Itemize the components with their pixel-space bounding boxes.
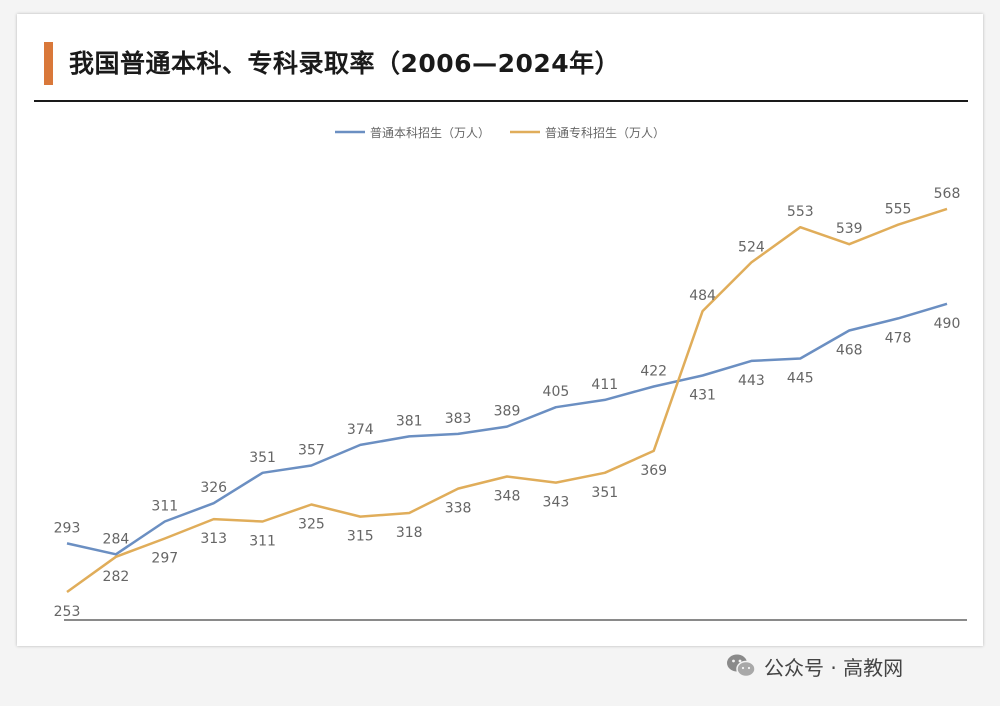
data-label-0-10: 405 [543,384,570,400]
data-label-0-1: 284 [103,531,130,547]
data-label-0-7: 381 [396,413,423,429]
data-label-0-15: 445 [787,371,814,387]
data-label-0-11: 411 [591,377,618,393]
data-label-0-13: 431 [689,388,716,404]
data-label-0-12: 422 [640,364,667,380]
data-label-1-3: 313 [200,531,227,547]
data-label-0-18: 490 [934,316,961,332]
chart-title: 我国普通本科、专科录取率（2006—2024年） [69,49,621,78]
data-label-1-14: 524 [738,239,765,255]
data-label-1-4: 311 [249,534,276,550]
data-label-1-8: 338 [445,501,472,517]
data-label-1-0: 253 [54,604,81,620]
chart-card: 我国普通本科、专科录取率（2006—2024年） [17,14,983,646]
title-divider [34,100,968,102]
legend-label-0: 普通本科招生（万人） [370,126,490,140]
data-label-0-14: 443 [738,373,765,389]
data-label-1-7: 318 [396,525,423,541]
wechat-icon [726,653,756,679]
data-label-1-9: 348 [494,489,521,505]
data-label-0-6: 374 [347,422,374,438]
data-label-1-13: 484 [689,288,716,304]
data-label-1-16: 539 [836,221,863,237]
title-accent-bar [44,42,53,85]
data-label-1-12: 369 [640,463,667,479]
data-label-1-1: 282 [103,569,130,585]
data-label-1-18: 568 [934,186,961,202]
watermark: 公众号 · 高教网 [726,648,903,684]
data-label-0-16: 468 [836,343,863,359]
data-label-1-11: 351 [591,485,618,501]
data-label-0-8: 383 [445,411,472,427]
data-label-1-5: 325 [298,517,325,533]
series-line-0 [66,302,948,556]
data-label-0-5: 357 [298,443,325,459]
data-label-1-10: 343 [543,495,570,511]
data-label-0-3: 326 [200,480,227,496]
data-label-1-6: 315 [347,529,374,545]
data-label-1-2: 297 [151,551,178,567]
data-label-0-2: 311 [151,499,178,515]
data-label-1-15: 553 [787,204,814,220]
data-label-0-4: 351 [249,450,276,466]
data-label-1-17: 555 [885,202,912,218]
series-line-1 [66,207,948,594]
data-label-0-0: 293 [54,520,81,536]
legend-label-1: 普通专科招生（万人） [545,125,665,140]
data-label-0-17: 478 [885,330,912,346]
data-label-0-9: 389 [494,404,521,420]
watermark-text: 公众号 · 高教网 [764,655,904,680]
